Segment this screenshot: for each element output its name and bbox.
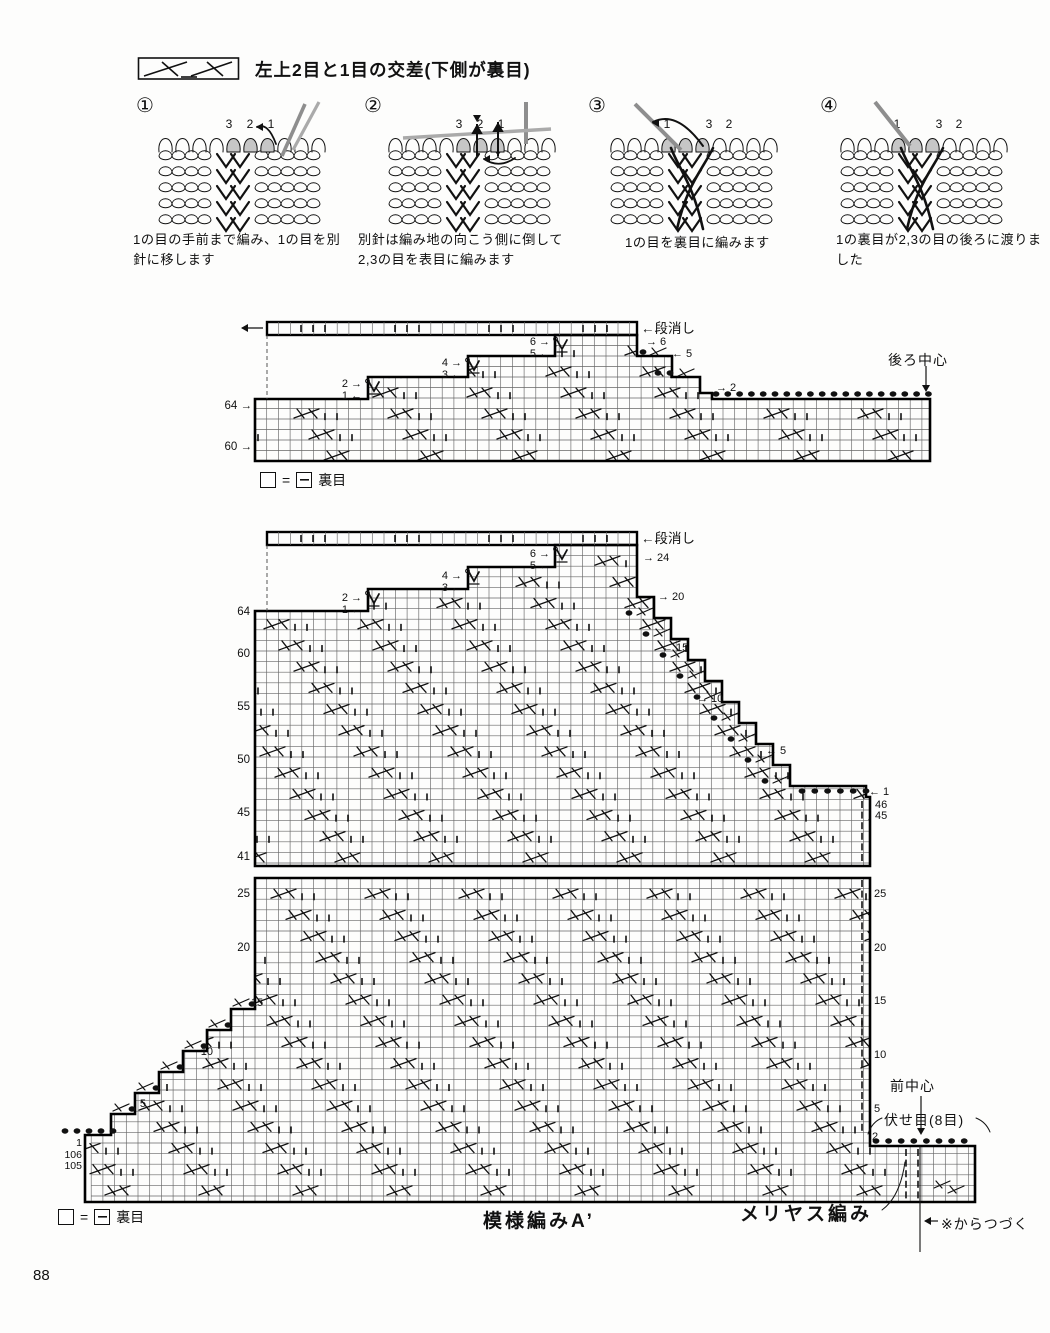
equals-sign: = xyxy=(282,472,291,488)
svg-text:60: 60 xyxy=(237,648,250,660)
svg-text:10: 10 xyxy=(874,1049,886,1061)
svg-text:3: 3 xyxy=(456,117,463,131)
svg-text:→ 2: → 2 xyxy=(716,382,736,394)
svg-text:→ 20: → 20 xyxy=(658,591,684,603)
svg-text:55: 55 xyxy=(237,701,250,713)
purl-symbol-icon xyxy=(296,472,313,488)
svg-text:45: 45 xyxy=(875,810,887,822)
svg-text:2 →: 2 → xyxy=(342,378,362,390)
svg-text:64: 64 xyxy=(237,606,250,618)
svg-text:2 →: 2 → xyxy=(342,592,362,604)
svg-text:2: 2 xyxy=(247,117,254,131)
svg-text:5 ←: 5 ← xyxy=(530,560,550,572)
svg-text:1: 1 xyxy=(894,117,901,131)
svg-text:4 →: 4 → xyxy=(442,357,462,369)
svg-text:3: 3 xyxy=(226,117,233,131)
svg-text:← 5: ← 5 xyxy=(672,348,692,360)
svg-text:5 ←: 5 ← xyxy=(530,348,550,360)
svg-text:15: 15 xyxy=(874,995,886,1007)
purl-symbol-icon xyxy=(94,1209,111,1225)
pattern-a-label: 模様編みA’ xyxy=(483,1211,595,1232)
svg-text:25: 25 xyxy=(874,888,886,900)
svg-text:←段消し: ←段消し xyxy=(641,321,695,336)
step-1-caption: 1の目の手前まで編み、1の目を別針に移します xyxy=(133,232,341,268)
svg-text:→ 10: → 10 xyxy=(697,693,723,705)
front-center-label: 前中心 xyxy=(890,1078,935,1094)
svg-text:5: 5 xyxy=(140,1098,146,1110)
page-number: 88 xyxy=(33,1267,50,1284)
svg-text:20: 20 xyxy=(874,942,886,954)
blank-square-icon xyxy=(58,1209,74,1225)
svg-text:105: 105 xyxy=(64,1160,82,1172)
svg-text:2: 2 xyxy=(726,117,733,131)
svg-text:→ 24: → 24 xyxy=(643,552,669,564)
svg-text:1 ←: 1 ← xyxy=(342,390,362,402)
blank-square-icon xyxy=(260,472,276,488)
knitting-chart-2-upper: 6 →5 ← 4 →3 ← 2 →1 ← ←段消し → 24 → 20 ← 15 → 10 ← … xyxy=(237,530,889,868)
step-3-number: ③ xyxy=(588,95,606,117)
svg-text:2: 2 xyxy=(872,1131,878,1143)
svg-text:6 →: 6 → xyxy=(530,336,550,348)
chart2-legend: = 裏目 xyxy=(58,1207,144,1227)
stockinette-label: メリヤス編み xyxy=(740,1204,873,1225)
svg-text:1: 1 xyxy=(76,1137,82,1149)
continued-from-label: ※からつづく xyxy=(941,1216,1029,1232)
chart1-legend: = 裏目 xyxy=(260,470,346,490)
svg-text:←段消し: ←段消し xyxy=(641,531,695,546)
svg-text:← 15: ← 15 xyxy=(662,642,688,654)
equals-sign: = xyxy=(80,1209,89,1225)
svg-text:50: 50 xyxy=(237,754,250,766)
svg-text:15: 15 xyxy=(251,997,263,1009)
svg-text:25: 25 xyxy=(237,888,250,900)
svg-text:1: 1 xyxy=(664,117,671,131)
step-4-caption: 1の裏目が2,3の目の後ろに渡りました xyxy=(836,232,1042,268)
svg-text:← 5: ← 5 xyxy=(766,745,786,757)
svg-text:10: 10 xyxy=(201,1046,213,1058)
svg-text:106: 106 xyxy=(64,1149,82,1161)
svg-text:6 →: 6 → xyxy=(530,548,550,560)
bind-off-label: 伏せ目(8目) xyxy=(884,1112,965,1128)
svg-text:3 ←: 3 ← xyxy=(442,582,462,594)
step-4-number: ④ xyxy=(820,95,838,117)
cable-symbol-icon xyxy=(137,57,240,80)
svg-text:→ 6: → 6 xyxy=(646,336,666,348)
svg-text:46: 46 xyxy=(875,799,887,811)
svg-text:64 →: 64 → xyxy=(225,400,253,412)
purl-text: 裏目 xyxy=(116,1209,145,1225)
svg-text:20: 20 xyxy=(237,942,250,954)
step-2-number: ② xyxy=(364,95,382,117)
svg-text:← 1: ← 1 xyxy=(869,786,889,798)
svg-text:3: 3 xyxy=(936,117,943,131)
svg-text:45: 45 xyxy=(237,807,250,819)
section-title: 左上2目と1目の交差(下側が裏目) xyxy=(255,60,531,80)
step-3-caption: 1の目を裏目に編みます xyxy=(625,235,770,250)
svg-text:3: 3 xyxy=(706,117,713,131)
svg-text:5: 5 xyxy=(874,1103,880,1115)
svg-text:1 ←: 1 ← xyxy=(342,604,362,616)
knitting-chart-1: 6 →5 ← 4 →3 ← 2 →1 ← → 6 ← 5 → 2 64 → 60 → ←段消し xyxy=(225,320,932,463)
svg-text:4 →: 4 → xyxy=(442,570,462,582)
svg-text:1: 1 xyxy=(268,117,275,131)
svg-text:41: 41 xyxy=(237,851,250,863)
back-center-label: 後ろ中心 xyxy=(888,352,948,368)
svg-text:2: 2 xyxy=(956,117,963,131)
svg-text:2: 2 xyxy=(477,117,484,131)
purl-text: 裏目 xyxy=(318,472,347,488)
svg-text:3 ←: 3 ← xyxy=(442,369,462,381)
step-1-number: ① xyxy=(136,95,154,117)
step-2-caption: 別針は編み地の向こう側に倒して2,3の目を表目に編みます xyxy=(358,232,563,268)
svg-text:1: 1 xyxy=(498,117,505,131)
svg-text:60 →: 60 → xyxy=(225,441,253,453)
